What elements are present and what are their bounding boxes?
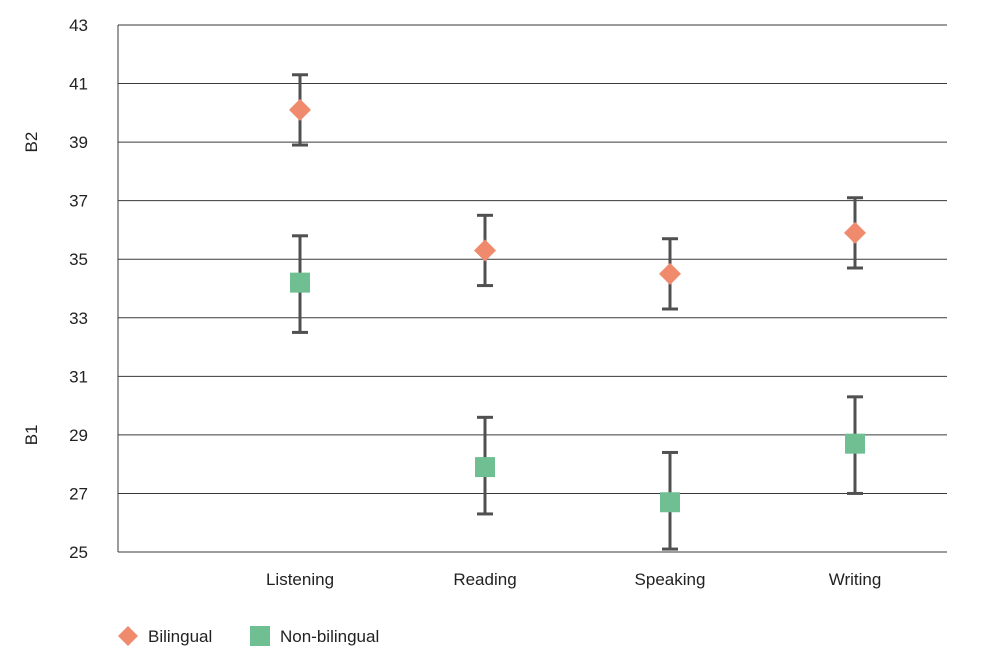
x-tick-label-reading: Reading [453,570,516,589]
marker-non-bilingual-speaking [660,492,680,513]
marker-bilingual-speaking [659,262,681,285]
x-tick-label-listening: Listening [266,570,334,589]
grid-lines [118,24,947,494]
marker-non-bilingual-reading [475,457,495,478]
y-tick-label-29: 29 [69,426,88,445]
band-label-b1: B1 [22,424,41,445]
y-tick-label-41: 41 [69,75,88,94]
band-label-b2: B2 [22,132,41,153]
x-tick-label-writing: Writing [829,570,882,589]
legend-marker-non-bilingual [250,626,270,646]
legend-label-non-bilingual: Non-bilingual [280,627,379,646]
x-tick-label-speaking: Speaking [635,570,706,589]
marker-bilingual-writing [844,221,866,244]
y-tick-label-35: 35 [69,250,88,269]
band-labels: B2 B1 [22,132,41,446]
category-labels: Listening Reading Speaking Writing [266,570,881,589]
y-tick-labels: 25 27 29 31 33 35 37 39 41 43 [69,16,88,562]
y-tick-label-37: 37 [69,192,88,211]
y-tick-label-43: 43 [69,16,88,35]
legend-label-bilingual: Bilingual [148,627,212,646]
y-tick-label-39: 39 [69,133,88,152]
axes [117,25,947,553]
marker-bilingual-reading [474,239,496,262]
y-tick-label-31: 31 [69,367,88,386]
marker-non-bilingual-listening [290,272,310,293]
legend: Bilingual Non-bilingual [118,626,379,646]
y-tick-label-25: 25 [69,543,88,562]
data-markers [289,98,866,513]
error-bars [292,73,863,551]
marker-non-bilingual-writing [845,433,865,454]
legend-marker-bilingual [118,626,138,646]
y-tick-label-33: 33 [69,309,88,328]
y-tick-label-27: 27 [69,484,88,503]
marker-bilingual-listening [289,98,311,121]
